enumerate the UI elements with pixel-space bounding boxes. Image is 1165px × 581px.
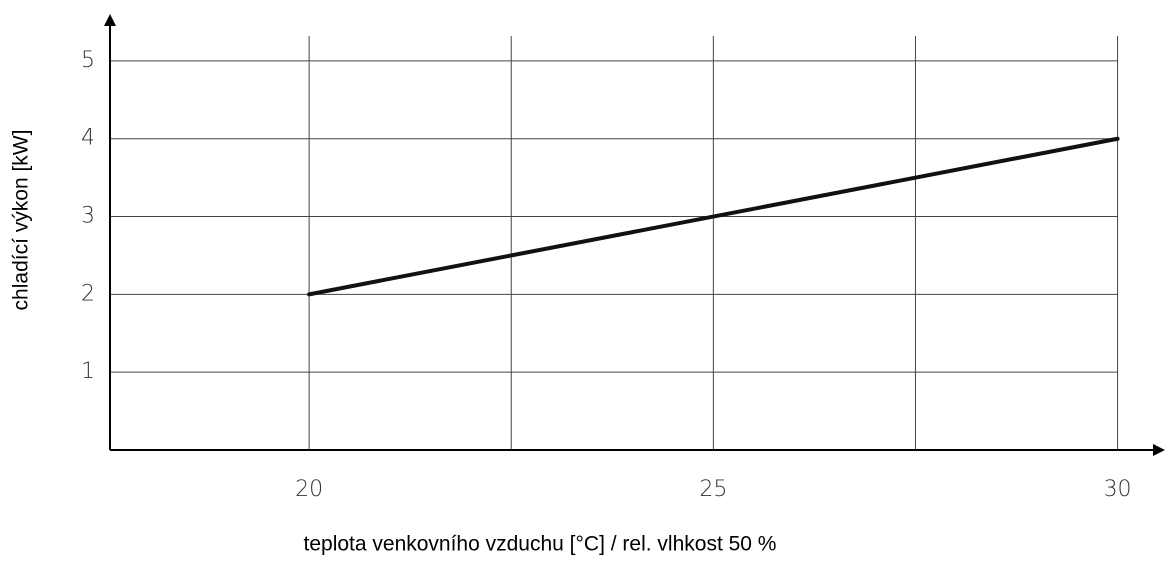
y-tick-label: 1 bbox=[81, 359, 95, 384]
x-axis-label: teplota venkovního vzduchu [°C] / rel. v… bbox=[304, 533, 777, 556]
x-tick-label: 30 bbox=[1104, 477, 1132, 502]
x-tick-label: 20 bbox=[295, 477, 323, 502]
y-tick-label: 2 bbox=[81, 281, 95, 306]
y-axis-arrow bbox=[104, 14, 116, 26]
data-line bbox=[307, 136, 1120, 297]
y-axis-label: chladící výkon [kW] bbox=[10, 130, 33, 311]
x-axis-arrow bbox=[1153, 444, 1165, 456]
y-tick-label: 3 bbox=[81, 204, 95, 229]
y-tick-label: 5 bbox=[81, 48, 95, 73]
y-tick-label: 4 bbox=[81, 126, 95, 151]
x-tick-label: 25 bbox=[699, 477, 727, 502]
